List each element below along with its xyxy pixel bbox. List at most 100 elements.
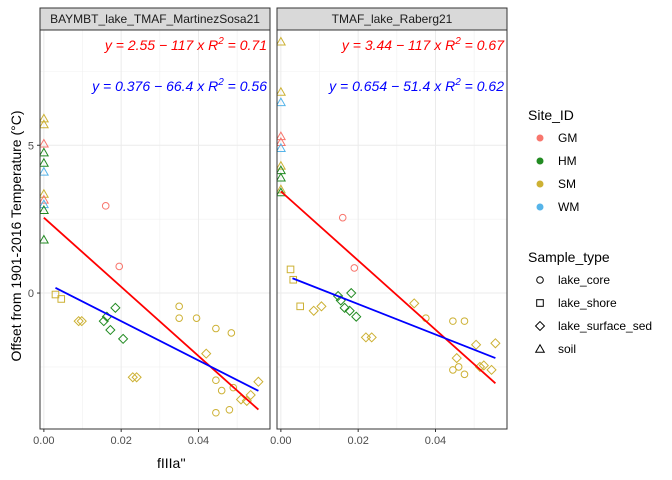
r2-value: = 0.71 (224, 37, 267, 53)
data-point (277, 142, 287, 152)
data-point (454, 363, 463, 371)
data-point (351, 311, 362, 322)
data-point (40, 234, 50, 244)
data-point (253, 376, 264, 387)
legend-label: GM (558, 131, 577, 145)
legend-key (534, 320, 546, 332)
x-tick-label: 0.00 (270, 435, 291, 447)
data-point (241, 395, 252, 407)
data-point (350, 264, 359, 272)
legend-label: lake_core (558, 273, 610, 287)
data-point (449, 366, 457, 374)
data-point (277, 184, 287, 194)
legend-key (536, 203, 544, 211)
legend-sample-type: Sample_type lake_core lake_shore lake_surfa… (528, 249, 652, 356)
superscript: 2 (454, 36, 461, 47)
data-point (57, 295, 66, 303)
equation-text: y = 0.376 − 66.4 x R (91, 78, 218, 94)
legend-key (536, 299, 544, 307)
x-tick-label: 0.04 (425, 435, 446, 447)
data-point (229, 383, 238, 392)
superscript: 2 (217, 36, 224, 47)
regression-equation: y = 0.654 − 51.4 x R2 = 0.62 (328, 77, 504, 94)
data-point (131, 372, 142, 383)
y-axis-title: Offset from 1901-2016 Temperature (°C) (8, 111, 24, 362)
legend-label: lake_shore (558, 296, 617, 310)
facet-strip-label: BAYMBT_lake_TMAF_MartinezSosa21 (50, 12, 260, 26)
x-tick-label: 0.00 (33, 435, 54, 447)
data-point (277, 36, 287, 46)
data-point (51, 290, 60, 299)
data-point (175, 302, 183, 311)
regression-equation: y = 3.44 − 117 x R2 = 0.67 (341, 36, 505, 53)
regression-line (55, 287, 259, 392)
data-point (40, 113, 50, 123)
legend-label: SM (558, 177, 576, 191)
data-point (460, 370, 469, 379)
regression-equation: y = 0.376 − 66.4 x R2 = 0.56 (91, 77, 267, 94)
data-point (40, 119, 50, 129)
data-point (117, 333, 129, 345)
points (277, 36, 501, 379)
data-point (40, 194, 50, 204)
data-point (212, 376, 220, 385)
equation-text: y = 2.55 − 117 x R (104, 37, 218, 53)
superscript: 2 (454, 77, 461, 88)
data-point (344, 305, 355, 316)
data-point (225, 405, 234, 414)
regression-equation: y = 2.55 − 117 x R2 = 0.71 (104, 36, 267, 53)
r2-value: = 0.67 (461, 37, 505, 53)
legend-title: Sample_type (528, 249, 610, 265)
r2-value: = 0.62 (461, 78, 504, 94)
legend-key (536, 276, 544, 284)
gridlines (40, 30, 270, 429)
regression-line (280, 190, 497, 384)
data-point (212, 408, 220, 417)
data-point (115, 262, 124, 271)
data-point (105, 324, 116, 336)
data-point (338, 213, 347, 222)
data-point (277, 86, 287, 96)
data-point (40, 188, 50, 198)
data-point (40, 166, 50, 176)
data-point (73, 315, 84, 327)
data-point (277, 97, 287, 107)
data-point (40, 199, 50, 209)
legend-label: HM (558, 154, 577, 168)
data-point (212, 324, 220, 333)
legend-label: soil (558, 342, 576, 356)
plot-background (277, 30, 507, 429)
regression-line (292, 277, 496, 359)
data-point (235, 394, 247, 405)
r2-value: = 0.56 (224, 78, 267, 94)
data-point (286, 265, 295, 274)
data-point (409, 298, 420, 309)
fit-lines (280, 190, 497, 384)
panel-border (276, 29, 508, 430)
data-point (277, 131, 287, 141)
data-point (76, 315, 87, 327)
data-point (110, 302, 121, 313)
data-point (40, 147, 50, 157)
y-tick-label: 5 (28, 140, 34, 152)
data-point (366, 332, 377, 343)
x-axis-title: fIIIa'' (157, 455, 186, 471)
legend-label: WM (558, 200, 579, 214)
points (40, 113, 264, 417)
data-point (346, 287, 357, 299)
data-point (478, 360, 489, 371)
legend-key (536, 180, 544, 188)
data-point (217, 386, 226, 395)
legend-key (536, 157, 544, 165)
data-point (40, 157, 50, 167)
data-point (277, 187, 287, 197)
y-tick-label: 0 (28, 288, 34, 300)
legend-key (534, 343, 546, 353)
data-point (451, 352, 462, 364)
superscript: 2 (217, 77, 224, 88)
data-point (474, 361, 486, 373)
data-point (339, 302, 350, 313)
